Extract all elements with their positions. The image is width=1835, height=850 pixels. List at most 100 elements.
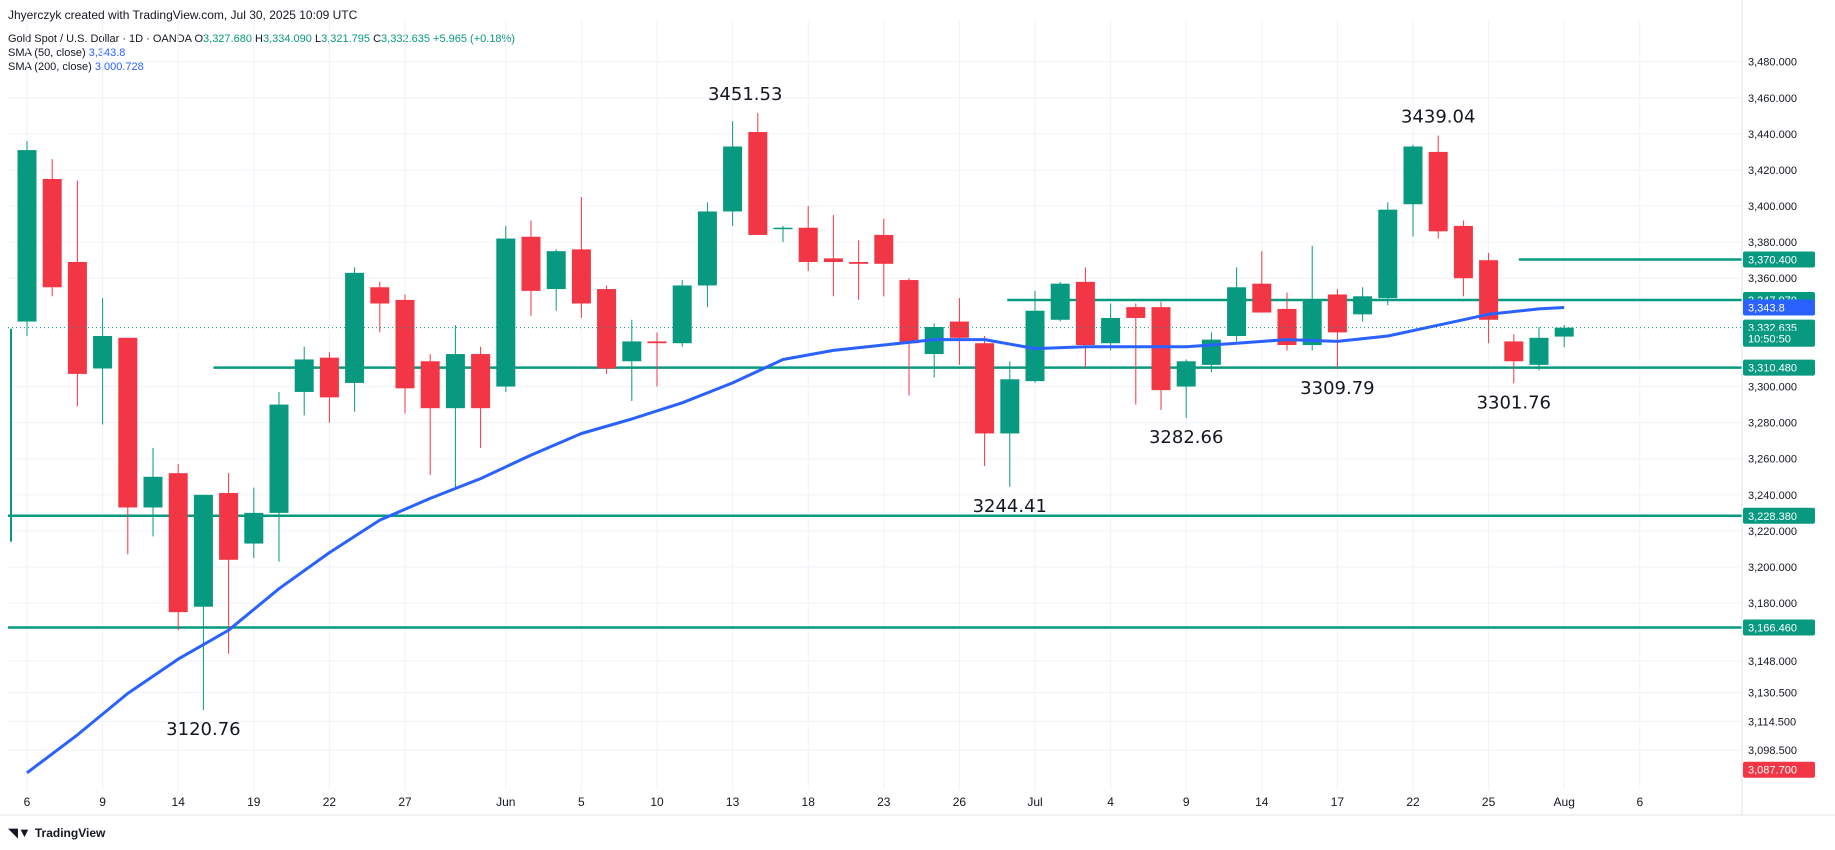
candle-up [345, 272, 365, 383]
x-tick-label: 19 [247, 795, 261, 809]
sma200-label: SMA (200, close) [8, 61, 92, 73]
candle-down [471, 354, 491, 409]
candle-up [294, 359, 314, 392]
support-resistance-levels [8, 258, 1742, 629]
y-tick-label: 3,460.000 [1748, 93, 1797, 105]
candle-up [1302, 299, 1322, 346]
level-badge: 3,370.400 [1748, 254, 1797, 266]
candle-down [949, 321, 969, 338]
level-badge-bg [1743, 251, 1815, 268]
open-label: O [194, 33, 204, 45]
price-axis[interactable]: 3,480.000 3,460.000 3,440.000 3,420.000 3,40… [1741, 0, 1797, 815]
x-tick-label: Aug [1554, 795, 1575, 809]
price-badge: 10:50:50 [1748, 334, 1791, 346]
candle-down [597, 289, 617, 369]
candle-up [773, 227, 793, 230]
sma50-line [26, 306, 1565, 774]
candle-down [1479, 260, 1499, 320]
level-badge: 3,228.380 [1748, 511, 1797, 523]
candle-down [521, 236, 541, 291]
sma50-series [26, 306, 1565, 774]
y-tick-label: 3,280.000 [1748, 418, 1797, 430]
x-tick-label: 18 [802, 795, 816, 809]
candle-up [1403, 146, 1423, 205]
symbol-name[interactable]: Gold Spot / U.S. Dollar · 1D · OANDA [8, 33, 192, 45]
price-annotation: 3282.66 [1149, 427, 1223, 448]
price-annotation: 3244.41 [973, 496, 1047, 517]
x-tick-label: 23 [877, 795, 891, 809]
y-tick-label: 3,380.000 [1748, 237, 1797, 249]
y-tick-label: 3,240.000 [1748, 490, 1797, 502]
price-annotation: 3120.76 [166, 719, 240, 740]
candle-down [370, 287, 390, 304]
candle-down [1327, 294, 1347, 333]
price-badge-bg [1743, 299, 1815, 316]
candle-down [395, 299, 415, 389]
x-tick-label: 4 [1107, 795, 1114, 809]
price-annotation: 3301.76 [1477, 392, 1551, 413]
candle-down [849, 262, 869, 264]
candle-up [1101, 317, 1121, 344]
price-annotation: 3451.53 [708, 84, 782, 105]
candle-down [823, 258, 843, 262]
y-tick-label: 3,420.000 [1748, 165, 1797, 177]
candle-down [748, 132, 768, 235]
x-tick-label: 22 [1406, 795, 1420, 809]
price-badges: 3,370.4003,347.9703,310.4803,228.3803,16… [1743, 251, 1815, 778]
candle-down [1504, 341, 1524, 362]
level-badge-bg [1743, 507, 1815, 524]
x-tick-label: 10 [650, 795, 664, 809]
x-tick-label: 9 [1183, 795, 1190, 809]
candle-down [1277, 308, 1297, 346]
y-tick-label: 3,440.000 [1748, 129, 1797, 141]
y-tick-label: 3,114.500 [1748, 716, 1796, 728]
y-tick-label: 3,400.000 [1748, 201, 1797, 213]
candle-down [67, 262, 87, 374]
x-tick-label: 6 [1636, 795, 1643, 809]
symbol-header: Gold Spot / U.S. Dollar · 1D · OANDA O3,… [8, 33, 515, 45]
x-tick-label: 6 [24, 795, 31, 809]
x-tick-label: 22 [323, 795, 337, 809]
price-badge-bg [1743, 761, 1815, 778]
x-tick-label: 9 [99, 795, 106, 809]
candle-up [672, 285, 692, 344]
candle-down [899, 280, 919, 344]
y-tick-label: 3,200.000 [1748, 562, 1797, 574]
candle-down [1151, 307, 1171, 391]
sma200-legend[interactable]: SMA (200, close) 3,000.728 [8, 61, 144, 73]
high-value: 3,334.090 [262, 33, 312, 45]
candle-down [798, 227, 818, 262]
y-tick-label: 3,260.000 [1748, 454, 1797, 466]
candle-up [445, 354, 465, 409]
y-tick-label: 3,098.500 [1748, 745, 1797, 757]
candle-up [244, 512, 264, 544]
sma200-value: 3,000.728 [94, 61, 144, 73]
low-label: L [314, 33, 322, 45]
time-axis[interactable]: 6 9 14 19 22 27 Jun 5 10 13 18 23 26 Jul 4 9 14 17 22 25 Aug… [0, 795, 1835, 816]
candle-up [1025, 310, 1045, 382]
x-tick-label: 17 [1331, 795, 1345, 809]
x-tick-label: Jul [1027, 795, 1042, 809]
candle-up [1378, 209, 1398, 299]
y-tick-label: 3,480.000 [1748, 57, 1797, 69]
chart-credit: Jhyerczyk created with TradingView.com, … [8, 8, 358, 22]
y-tick-label: 3,180.000 [1748, 598, 1797, 610]
candle-up [723, 146, 743, 212]
candle-down [1075, 281, 1095, 346]
low-value: 3,321.795 [321, 33, 371, 45]
x-tick-label: 14 [172, 795, 186, 809]
open-value: 3,327.680 [203, 33, 252, 45]
change-value: +5.965 (+0.18%) [433, 33, 515, 45]
tradingview-logo-icon: ◥▼ [8, 825, 31, 840]
tradingview-logo[interactable]: ◥▼ TradingView [8, 825, 105, 841]
high-label: H [255, 33, 263, 45]
candle-down [219, 493, 239, 560]
candle-up [546, 251, 566, 290]
candle-up [269, 404, 289, 513]
candle-up [622, 341, 642, 362]
x-tick-label: 26 [953, 795, 967, 809]
price-badge: 3,343.8 [1748, 302, 1785, 314]
x-tick-label: Jun [496, 795, 515, 809]
candle-up [1176, 361, 1196, 387]
